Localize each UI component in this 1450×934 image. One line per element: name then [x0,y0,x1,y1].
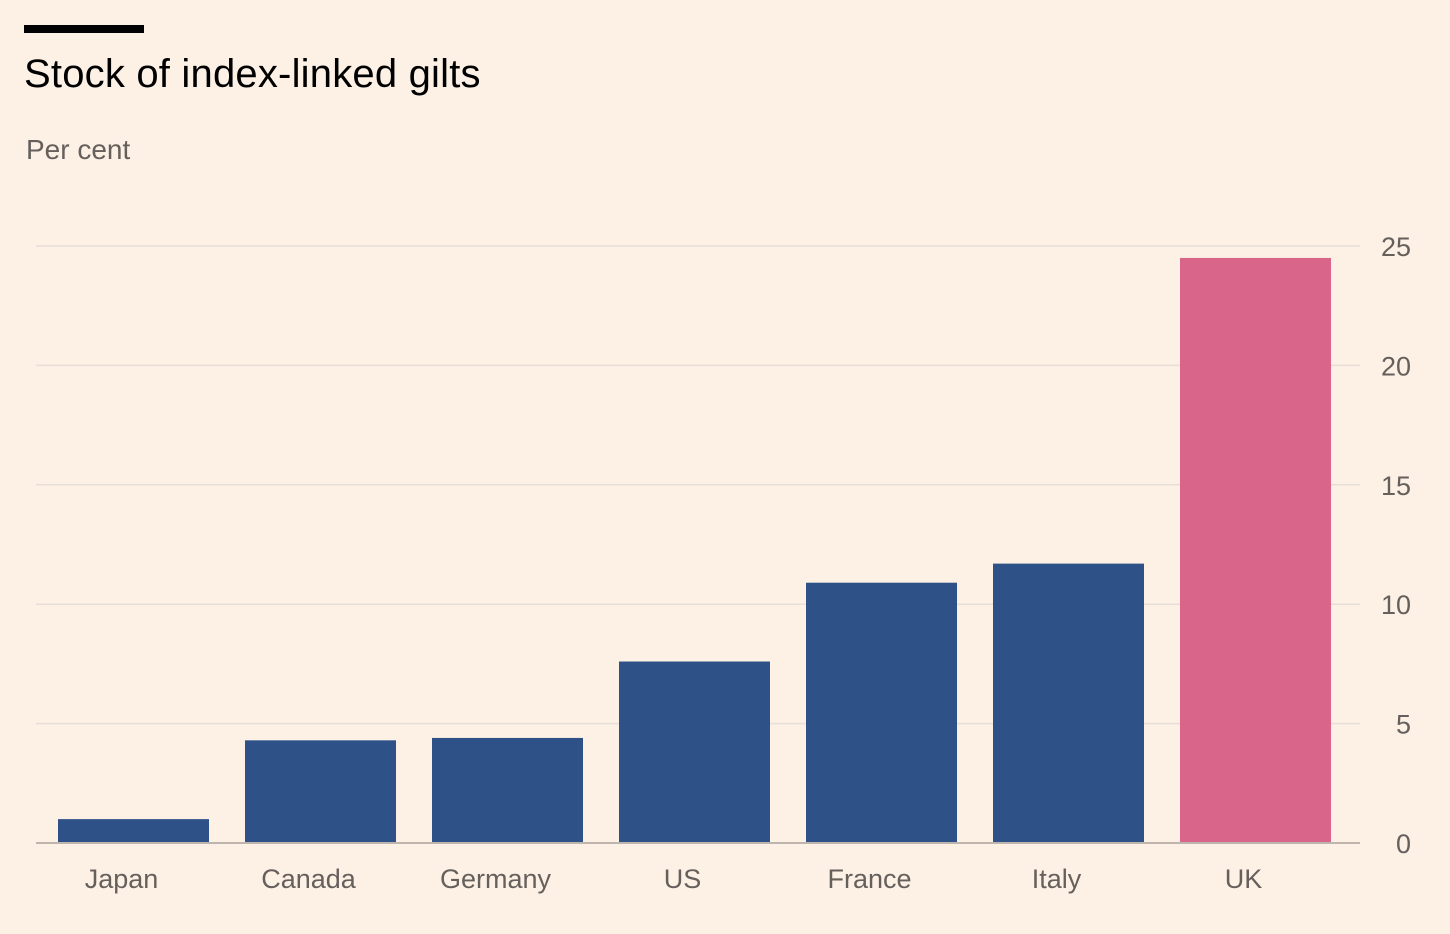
y-tick-label: 15 [1381,471,1411,501]
bar-germany [432,737,583,843]
y-tick-label: 10 [1381,590,1411,620]
bar-us [619,661,770,843]
bar-japan [58,819,209,843]
bar-france [806,582,957,843]
y-tick-label: 20 [1381,351,1411,381]
bar-uk [1180,257,1331,843]
x-tick-label: UK [1225,864,1263,894]
y-tick-label: 5 [1396,710,1411,740]
x-tick-label: Canada [261,864,357,894]
x-tick-label: Germany [440,864,552,894]
header-rule [24,25,144,33]
y-tick-label: 25 [1381,232,1411,262]
y-tick-label: 0 [1396,829,1411,859]
x-tick-label: Italy [1032,864,1082,894]
x-tick-label: US [664,864,702,894]
x-tick-label: Japan [85,864,159,894]
bar-italy [993,563,1144,843]
chart-subtitle: Per cent [26,134,131,165]
bar-canada [245,740,396,843]
x-tick-label: France [827,864,911,894]
chart-title: Stock of index-linked gilts [24,52,481,96]
